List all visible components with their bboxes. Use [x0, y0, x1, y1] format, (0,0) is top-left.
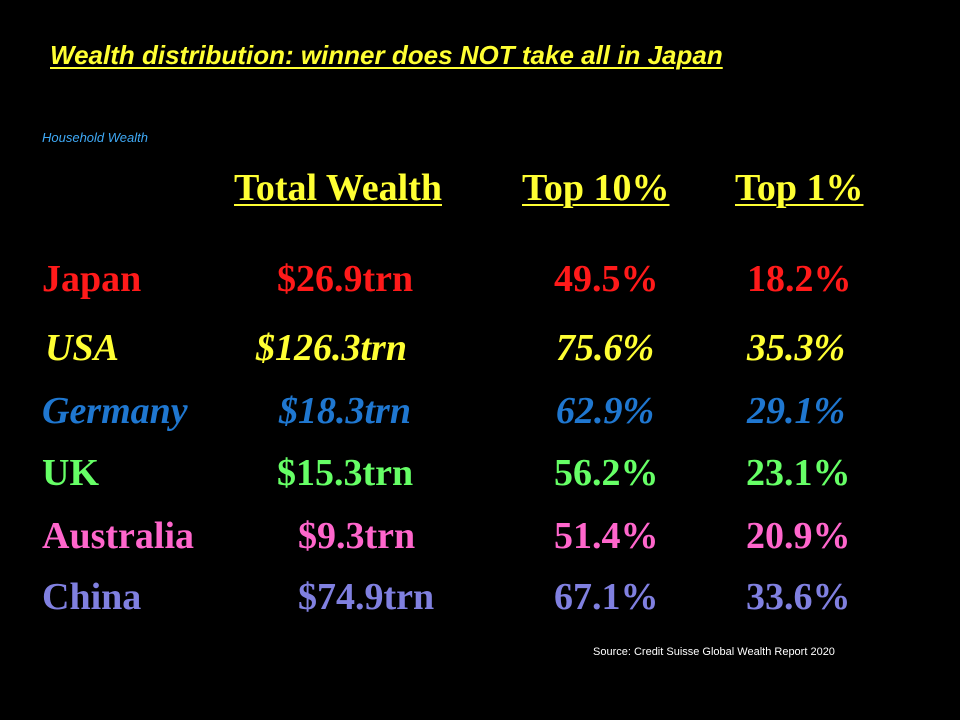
- total-wealth-cell: $15.3trn: [277, 452, 414, 494]
- top-10-cell: 67.1%: [554, 576, 659, 618]
- column-header-top-10: Top 10%: [522, 167, 670, 209]
- total-wealth-cell: $26.9trn: [277, 258, 414, 300]
- source-note: Source: Credit Suisse Global Wealth Repo…: [593, 646, 835, 658]
- country-cell: China: [42, 576, 142, 618]
- total-wealth-cell: $74.9trn: [298, 576, 435, 618]
- country-cell: USA: [45, 327, 119, 369]
- country-cell: Australia: [42, 515, 194, 557]
- country-cell: Germany: [42, 390, 188, 432]
- slide-subtitle: Household Wealth: [42, 130, 148, 145]
- country-cell: UK: [42, 452, 99, 494]
- total-wealth-cell: $18.3trn: [279, 390, 411, 432]
- slide-title: Wealth distribution: winner does NOT tak…: [50, 40, 723, 70]
- country-cell: Japan: [42, 258, 142, 300]
- top-1-cell: 29.1%: [747, 390, 846, 432]
- top-1-cell: 20.9%: [746, 515, 851, 557]
- top-1-cell: 23.1%: [746, 452, 851, 494]
- total-wealth-cell: $126.3trn: [256, 327, 407, 369]
- top-1-cell: 35.3%: [747, 327, 846, 369]
- top-1-cell: 18.2%: [747, 258, 852, 300]
- column-header-top-1: Top 1%: [735, 167, 864, 209]
- top-10-cell: 62.9%: [556, 390, 655, 432]
- column-header-total-wealth: Total Wealth: [234, 167, 442, 209]
- top-10-cell: 49.5%: [554, 258, 659, 300]
- total-wealth-cell: $9.3trn: [298, 515, 416, 557]
- top-10-cell: 75.6%: [556, 327, 655, 369]
- top-10-cell: 51.4%: [554, 515, 659, 557]
- top-1-cell: 33.6%: [746, 576, 851, 618]
- top-10-cell: 56.2%: [554, 452, 659, 494]
